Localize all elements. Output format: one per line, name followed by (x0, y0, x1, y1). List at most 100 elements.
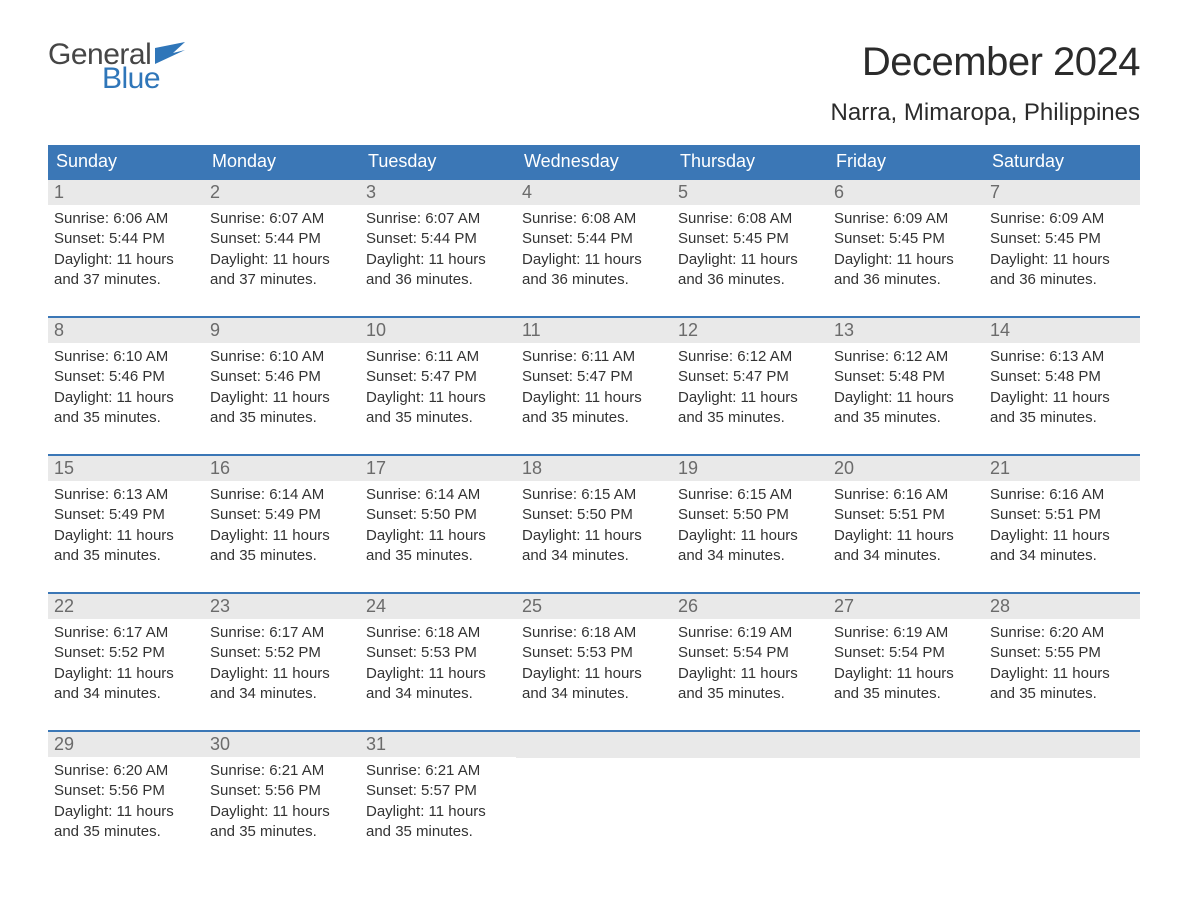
calendar-day: 11Sunrise: 6:11 AMSunset: 5:47 PMDayligh… (516, 318, 672, 436)
daylight-line: Daylight: 11 hours and 35 minutes. (678, 664, 822, 705)
weekday-header: Saturday (984, 145, 1140, 178)
day-number: 10 (360, 318, 516, 343)
sunset-line: Sunset: 5:51 PM (834, 505, 978, 525)
sunrise-line: Sunrise: 6:13 AM (54, 485, 198, 505)
daylight-line: Daylight: 11 hours and 35 minutes. (54, 388, 198, 429)
day-details: Sunrise: 6:21 AMSunset: 5:57 PMDaylight:… (360, 757, 516, 848)
day-number: 19 (672, 456, 828, 481)
sunrise-line: Sunrise: 6:09 AM (990, 209, 1134, 229)
day-number-empty (984, 732, 1140, 758)
weekday-header: Thursday (672, 145, 828, 178)
day-number: 29 (48, 732, 204, 757)
calendar: SundayMondayTuesdayWednesdayThursdayFrid… (48, 145, 1140, 850)
calendar-day (516, 732, 672, 850)
daylight-line: Daylight: 11 hours and 35 minutes. (210, 802, 354, 843)
day-number-empty (828, 732, 984, 758)
sunset-line: Sunset: 5:50 PM (678, 505, 822, 525)
sunset-line: Sunset: 5:44 PM (366, 229, 510, 249)
day-details: Sunrise: 6:15 AMSunset: 5:50 PMDaylight:… (672, 481, 828, 572)
sunrise-line: Sunrise: 6:19 AM (834, 623, 978, 643)
day-number: 5 (672, 180, 828, 205)
calendar-day (984, 732, 1140, 850)
sunrise-line: Sunrise: 6:09 AM (834, 209, 978, 229)
day-number-empty (672, 732, 828, 758)
daylight-line: Daylight: 11 hours and 34 minutes. (366, 664, 510, 705)
day-number: 1 (48, 180, 204, 205)
logo-word-blue: Blue (102, 64, 189, 94)
sunrise-line: Sunrise: 6:20 AM (54, 761, 198, 781)
calendar-day: 8Sunrise: 6:10 AMSunset: 5:46 PMDaylight… (48, 318, 204, 436)
daylight-line: Daylight: 11 hours and 34 minutes. (990, 526, 1134, 567)
daylight-line: Daylight: 11 hours and 35 minutes. (210, 526, 354, 567)
sunset-line: Sunset: 5:47 PM (678, 367, 822, 387)
daylight-line: Daylight: 11 hours and 35 minutes. (54, 802, 198, 843)
day-number: 23 (204, 594, 360, 619)
daylight-line: Daylight: 11 hours and 35 minutes. (990, 664, 1134, 705)
daylight-line: Daylight: 11 hours and 36 minutes. (834, 250, 978, 291)
day-details: Sunrise: 6:13 AMSunset: 5:49 PMDaylight:… (48, 481, 204, 572)
sunrise-line: Sunrise: 6:10 AM (54, 347, 198, 367)
day-number: 11 (516, 318, 672, 343)
sunset-line: Sunset: 5:44 PM (54, 229, 198, 249)
sunrise-line: Sunrise: 6:16 AM (990, 485, 1134, 505)
daylight-line: Daylight: 11 hours and 35 minutes. (522, 388, 666, 429)
daylight-line: Daylight: 11 hours and 34 minutes. (522, 664, 666, 705)
calendar-day: 7Sunrise: 6:09 AMSunset: 5:45 PMDaylight… (984, 180, 1140, 298)
calendar-day: 2Sunrise: 6:07 AMSunset: 5:44 PMDaylight… (204, 180, 360, 298)
sunrise-line: Sunrise: 6:17 AM (210, 623, 354, 643)
daylight-line: Daylight: 11 hours and 35 minutes. (834, 388, 978, 429)
day-details: Sunrise: 6:10 AMSunset: 5:46 PMDaylight:… (204, 343, 360, 434)
calendar-week: 15Sunrise: 6:13 AMSunset: 5:49 PMDayligh… (48, 454, 1140, 574)
sunset-line: Sunset: 5:45 PM (990, 229, 1134, 249)
day-number-empty (516, 732, 672, 758)
day-details: Sunrise: 6:21 AMSunset: 5:56 PMDaylight:… (204, 757, 360, 848)
daylight-line: Daylight: 11 hours and 35 minutes. (366, 802, 510, 843)
day-details: Sunrise: 6:08 AMSunset: 5:45 PMDaylight:… (672, 205, 828, 296)
day-details: Sunrise: 6:08 AMSunset: 5:44 PMDaylight:… (516, 205, 672, 296)
sunrise-line: Sunrise: 6:14 AM (366, 485, 510, 505)
weekday-header-row: SundayMondayTuesdayWednesdayThursdayFrid… (48, 145, 1140, 178)
sunset-line: Sunset: 5:53 PM (522, 643, 666, 663)
calendar-day: 31Sunrise: 6:21 AMSunset: 5:57 PMDayligh… (360, 732, 516, 850)
weekday-header: Monday (204, 145, 360, 178)
calendar-week: 8Sunrise: 6:10 AMSunset: 5:46 PMDaylight… (48, 316, 1140, 436)
logo: General Blue (48, 40, 189, 94)
sunrise-line: Sunrise: 6:15 AM (678, 485, 822, 505)
day-number: 17 (360, 456, 516, 481)
daylight-line: Daylight: 11 hours and 35 minutes. (990, 388, 1134, 429)
weekday-header: Wednesday (516, 145, 672, 178)
sunset-line: Sunset: 5:50 PM (366, 505, 510, 525)
calendar-day: 15Sunrise: 6:13 AMSunset: 5:49 PMDayligh… (48, 456, 204, 574)
calendar-day: 21Sunrise: 6:16 AMSunset: 5:51 PMDayligh… (984, 456, 1140, 574)
day-number: 27 (828, 594, 984, 619)
sunset-line: Sunset: 5:56 PM (210, 781, 354, 801)
day-number: 30 (204, 732, 360, 757)
calendar-day: 16Sunrise: 6:14 AMSunset: 5:49 PMDayligh… (204, 456, 360, 574)
day-details: Sunrise: 6:06 AMSunset: 5:44 PMDaylight:… (48, 205, 204, 296)
daylight-line: Daylight: 11 hours and 35 minutes. (678, 388, 822, 429)
daylight-line: Daylight: 11 hours and 37 minutes. (210, 250, 354, 291)
day-number: 3 (360, 180, 516, 205)
day-details: Sunrise: 6:14 AMSunset: 5:50 PMDaylight:… (360, 481, 516, 572)
day-details: Sunrise: 6:17 AMSunset: 5:52 PMDaylight:… (204, 619, 360, 710)
sunset-line: Sunset: 5:54 PM (678, 643, 822, 663)
sunset-line: Sunset: 5:44 PM (210, 229, 354, 249)
daylight-line: Daylight: 11 hours and 35 minutes. (366, 526, 510, 567)
month-title: December 2024 (831, 40, 1140, 85)
sunset-line: Sunset: 5:46 PM (210, 367, 354, 387)
day-number: 18 (516, 456, 672, 481)
daylight-line: Daylight: 11 hours and 36 minutes. (366, 250, 510, 291)
sunset-line: Sunset: 5:55 PM (990, 643, 1134, 663)
calendar-day: 5Sunrise: 6:08 AMSunset: 5:45 PMDaylight… (672, 180, 828, 298)
calendar-day: 18Sunrise: 6:15 AMSunset: 5:50 PMDayligh… (516, 456, 672, 574)
calendar-day: 14Sunrise: 6:13 AMSunset: 5:48 PMDayligh… (984, 318, 1140, 436)
calendar-day: 26Sunrise: 6:19 AMSunset: 5:54 PMDayligh… (672, 594, 828, 712)
day-number: 16 (204, 456, 360, 481)
day-details: Sunrise: 6:16 AMSunset: 5:51 PMDaylight:… (828, 481, 984, 572)
weekday-header: Friday (828, 145, 984, 178)
sunset-line: Sunset: 5:48 PM (990, 367, 1134, 387)
weekday-header: Sunday (48, 145, 204, 178)
sunset-line: Sunset: 5:52 PM (54, 643, 198, 663)
calendar-weeks: 1Sunrise: 6:06 AMSunset: 5:44 PMDaylight… (48, 178, 1140, 850)
day-details: Sunrise: 6:11 AMSunset: 5:47 PMDaylight:… (360, 343, 516, 434)
